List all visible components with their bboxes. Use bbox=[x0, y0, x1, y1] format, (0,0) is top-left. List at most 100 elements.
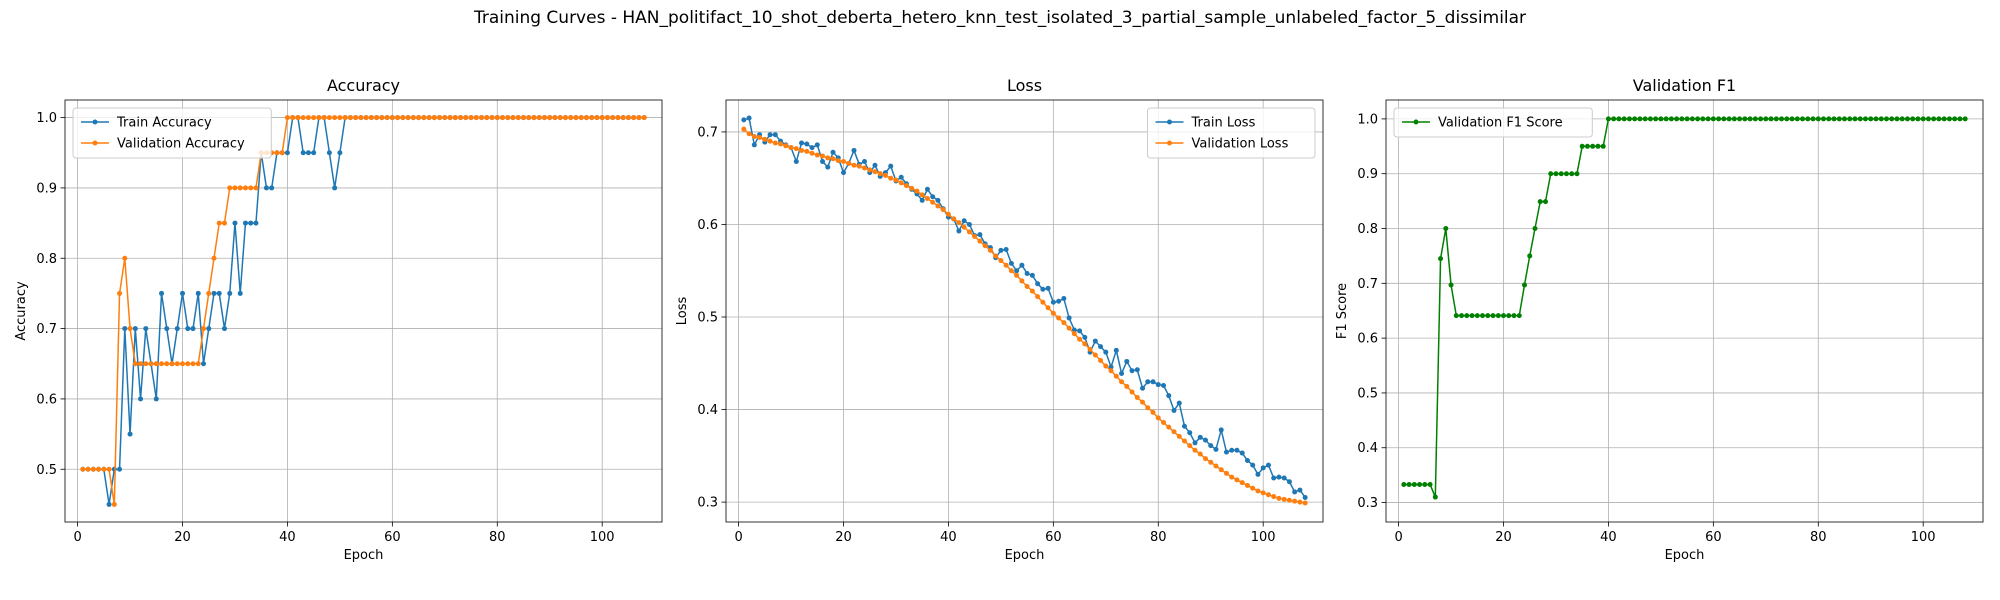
validation-f1-series-0-point-59 bbox=[1710, 116, 1716, 122]
validation-f1-series-0-point-67 bbox=[1752, 116, 1758, 122]
loss-series-0-point-12 bbox=[804, 141, 810, 147]
loss-series-0-point-82 bbox=[1171, 407, 1177, 413]
loss-series-1-point-27 bbox=[882, 172, 888, 178]
accuracy-series-1-point-96 bbox=[583, 115, 589, 121]
loss-series-1-markers bbox=[741, 126, 1308, 506]
validation-f1-series-0-markers bbox=[1401, 116, 1968, 500]
accuracy-series-1-point-58 bbox=[384, 115, 390, 121]
loss-series-0-point-85 bbox=[1187, 430, 1193, 436]
validation-f1-series-0-point-30 bbox=[1558, 171, 1564, 177]
accuracy-series-1-point-63 bbox=[410, 115, 416, 121]
validation-f1-series-0-point-91 bbox=[1878, 116, 1884, 122]
accuracy-series-1-point-44 bbox=[311, 115, 317, 121]
loss-series-1-point-68 bbox=[1098, 358, 1104, 364]
accuracy-series-0-point-42 bbox=[300, 150, 306, 156]
figure-title: Training Curves - HAN_politifact_10_shot… bbox=[473, 8, 1527, 28]
validation-f1-series-0-point-41 bbox=[1616, 116, 1622, 122]
validation-f1-series-0-point-17 bbox=[1490, 313, 1496, 319]
loss-series-1-point-50 bbox=[1003, 262, 1009, 268]
accuracy-series-1-point-5 bbox=[106, 466, 112, 472]
validation-f1-x-tick-label-1: 20 bbox=[1495, 530, 1512, 545]
loss-series-1-point-29 bbox=[893, 177, 899, 183]
loss-series-1-point-96 bbox=[1244, 482, 1250, 488]
accuracy-series-1-point-84 bbox=[521, 115, 526, 121]
validation-f1-series-0-point-106 bbox=[1957, 116, 1963, 122]
loss-series-0-point-88 bbox=[1202, 437, 1208, 443]
validation-f1-series-0-point-16 bbox=[1485, 313, 1491, 319]
accuracy-series-1-point-27 bbox=[221, 220, 227, 226]
loss-y-tick-label-2: 0.5 bbox=[697, 311, 718, 326]
loss-series-1-point-54 bbox=[1024, 283, 1030, 289]
loss-series-0-point-72 bbox=[1119, 370, 1125, 376]
accuracy-series-1-point-17 bbox=[169, 361, 175, 367]
accuracy-series-1-point-98 bbox=[594, 115, 600, 121]
loss-series-0-point-53 bbox=[1019, 262, 1025, 268]
validation-f1-series-0-point-38 bbox=[1600, 143, 1606, 149]
loss-series-1-point-62 bbox=[1066, 325, 1072, 331]
validation-f1-series-0-point-5 bbox=[1427, 481, 1433, 487]
loss-series-1-point-3 bbox=[757, 134, 763, 140]
loss-series-0-point-103 bbox=[1281, 475, 1287, 481]
accuracy-series-0-point-22 bbox=[195, 290, 201, 296]
accuracy-series-1-point-93 bbox=[568, 115, 574, 121]
accuracy-series-0-point-12 bbox=[143, 326, 149, 332]
loss-y-tick-label-3: 0.6 bbox=[697, 218, 718, 233]
loss-series-0-point-1 bbox=[746, 115, 752, 121]
accuracy-x-tick-label-0: 0 bbox=[73, 530, 81, 545]
accuracy-series-0-point-39 bbox=[284, 150, 290, 156]
loss-series-0-point-91 bbox=[1218, 427, 1224, 433]
loss-series-1-point-38 bbox=[940, 207, 946, 213]
accuracy-series-1-point-47 bbox=[326, 115, 332, 121]
loss-series-1-point-20 bbox=[846, 160, 852, 166]
validation-f1-series-0-point-68 bbox=[1758, 116, 1764, 122]
validation-f1-series-0-point-39 bbox=[1605, 116, 1611, 122]
loss-series-1-point-80 bbox=[1161, 420, 1167, 426]
validation-f1-series-0-point-49 bbox=[1658, 116, 1664, 122]
accuracy-series-1-point-9 bbox=[127, 326, 133, 332]
accuracy-series-1-point-104 bbox=[625, 115, 631, 121]
accuracy-series-1-point-38 bbox=[279, 150, 285, 156]
loss-series-0-point-62 bbox=[1066, 315, 1072, 321]
loss-series-1-point-13 bbox=[809, 150, 815, 156]
loss-series-0-point-42 bbox=[961, 218, 967, 224]
loss-series-1-point-89 bbox=[1208, 459, 1214, 465]
validation-f1-series-0-point-102 bbox=[1936, 116, 1942, 122]
loss-series-1-point-60 bbox=[1056, 315, 1062, 321]
validation-f1-series-0-point-40 bbox=[1611, 116, 1617, 122]
validation-f1-y-tick-label-1: 0.4 bbox=[1357, 441, 1378, 456]
validation-f1-series-0-point-72 bbox=[1779, 116, 1785, 122]
loss-series-1-point-49 bbox=[998, 258, 1004, 264]
accuracy-series-1-point-75 bbox=[473, 115, 479, 121]
accuracy-series-0-point-16 bbox=[164, 326, 170, 332]
loss-series-1-point-5 bbox=[767, 138, 773, 144]
loss-series-0-point-102 bbox=[1276, 474, 1282, 480]
accuracy-series-1-point-64 bbox=[416, 115, 422, 121]
loss-series-1-point-91 bbox=[1218, 467, 1224, 473]
loss-series-0-point-68 bbox=[1098, 344, 1104, 350]
validation-f1-x-tick-label-0: 0 bbox=[1394, 530, 1402, 545]
accuracy-series-1-point-22 bbox=[195, 361, 201, 367]
accuracy-x-tick-label-2: 40 bbox=[279, 530, 296, 545]
validation-f1-series-0-point-46 bbox=[1642, 116, 1648, 122]
accuracy-series-1-point-20 bbox=[185, 361, 191, 367]
validation-f1-y-tick-label-4: 0.7 bbox=[1357, 277, 1378, 292]
accuracy-x-tick-label-1: 20 bbox=[174, 530, 191, 545]
validation-f1-series-0-point-21 bbox=[1511, 313, 1517, 319]
validation-f1-series-0-point-63 bbox=[1731, 116, 1737, 122]
loss-series-0-point-13 bbox=[809, 145, 815, 151]
loss-series-0-point-49 bbox=[998, 247, 1004, 253]
validation-f1-plot-area bbox=[1386, 100, 1983, 522]
loss-series-1-point-61 bbox=[1061, 320, 1067, 326]
loss-series-0-point-94 bbox=[1234, 447, 1240, 453]
validation-f1-series-0-point-97 bbox=[1910, 116, 1916, 122]
loss-series-1-point-83 bbox=[1176, 433, 1182, 439]
accuracy-series-1-point-53 bbox=[358, 115, 364, 121]
loss-series-0-point-43 bbox=[966, 221, 972, 227]
accuracy-series-0-point-48 bbox=[332, 185, 338, 191]
accuracy-series-0-point-20 bbox=[185, 326, 191, 332]
loss-legend: Train Loss Validation Loss bbox=[1147, 107, 1316, 159]
accuracy-series-1-point-26 bbox=[216, 220, 222, 226]
accuracy-series-0-point-8 bbox=[122, 326, 128, 332]
loss-legend-marker-1 bbox=[1167, 140, 1172, 146]
validation-f1-title: Validation F1 bbox=[1633, 76, 1736, 95]
